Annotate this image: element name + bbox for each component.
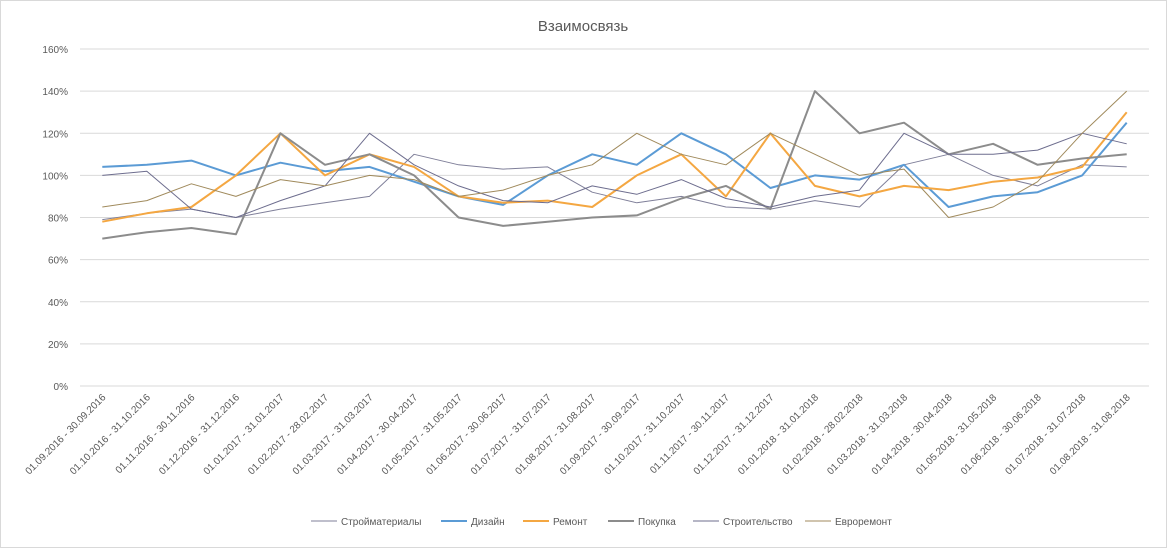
series-line-5 bbox=[102, 90, 1128, 218]
x-tick-label: 01.12.2017 - 31.12.2017 bbox=[692, 392, 777, 477]
gridlines bbox=[80, 48, 1149, 387]
y-tick-label: 100% bbox=[42, 171, 68, 182]
series-line-3 bbox=[102, 90, 1127, 240]
legend: Стройматериалы Дизайн Ремонт Покупка Строите… bbox=[311, 517, 892, 528]
y-tick-label: 140% bbox=[42, 87, 68, 98]
x-tick-label: 01.12.2016 - 31.12.2016 bbox=[157, 392, 242, 477]
x-tick-label: 01.03.2017 - 31.03.2017 bbox=[291, 392, 376, 477]
x-tick-label: 01.09.2016 - 30.09.2016 bbox=[24, 392, 109, 477]
series-line-2 bbox=[102, 111, 1128, 223]
series-lines bbox=[102, 90, 1128, 240]
x-tick-label: 01.07.2018 - 31.07.2018 bbox=[1003, 392, 1088, 477]
y-tick-label: 120% bbox=[42, 129, 68, 140]
x-tick-label: 01.02.2017 - 28.02.2017 bbox=[246, 392, 331, 477]
x-tick-label: 01.05.2018 - 31.05.2018 bbox=[914, 392, 999, 477]
y-tick-label: 0% bbox=[54, 382, 69, 393]
x-tick-label: 01.03.2018 - 31.03.2018 bbox=[825, 392, 910, 477]
x-tick-label: 01.11.2016 - 30.11.2016 bbox=[114, 392, 198, 476]
y-tick-label: 160% bbox=[42, 45, 68, 56]
series-line-4 bbox=[102, 132, 1127, 218]
chart-title: Взаимосвязь bbox=[538, 18, 629, 35]
x-tick-label: 01.10.2016 - 31.10.2016 bbox=[68, 392, 153, 477]
x-tick-label: 01.04.2017 - 30.04.2017 bbox=[335, 392, 420, 477]
x-tick-label: 01.06.2018 - 30.06.2018 bbox=[959, 392, 1044, 477]
x-tick-label: 01.01.2017 - 31.01.2017 bbox=[202, 392, 287, 477]
x-tick-label: 01.02.2018 - 28.02.2018 bbox=[781, 392, 866, 477]
series-line-1 bbox=[102, 122, 1128, 208]
legend-label-4: Строительство bbox=[723, 517, 793, 528]
x-tick-label: 01.04.2018 - 30.04.2018 bbox=[870, 392, 955, 477]
legend-label-3: Покупка bbox=[638, 517, 676, 528]
x-tick-label: 01.06.2017 - 30.06.2017 bbox=[424, 392, 509, 477]
y-tick-label: 60% bbox=[48, 256, 68, 267]
x-tick-label: 01.05.2017 - 31.05.2017 bbox=[380, 392, 465, 477]
x-tick-label: 01.08.2018 - 31.08.2018 bbox=[1048, 392, 1133, 477]
x-tick-label: 01.08.2017 - 31.08.2017 bbox=[514, 392, 599, 477]
legend-label-5: Евроремонт bbox=[835, 517, 892, 528]
x-tick-label: 01.01.2018 - 31.01.2018 bbox=[736, 392, 821, 477]
y-tick-label: 20% bbox=[48, 340, 68, 351]
x-tick-label: 01.09.2017 - 30.09.2017 bbox=[558, 392, 643, 477]
series-line-0 bbox=[102, 153, 1127, 221]
x-tick-label: 01.07.2017 - 31.07.2017 bbox=[469, 392, 554, 477]
y-tick-label: 40% bbox=[48, 298, 68, 309]
legend-label-1: Дизайн bbox=[471, 517, 505, 528]
legend-label-0: Стройматериалы bbox=[341, 517, 422, 528]
y-tick-label: 80% bbox=[48, 214, 68, 225]
legend-label-2: Ремонт bbox=[553, 517, 588, 528]
x-tick-label: 01.10.2017 - 31.10.2017 bbox=[603, 392, 688, 477]
x-tick-label: 01.11.2017 - 30.11.2017 bbox=[648, 392, 732, 476]
y-axis-ticks: 0% 20% 40% 60% 80% 100% 120% 140% 160% bbox=[42, 45, 68, 393]
